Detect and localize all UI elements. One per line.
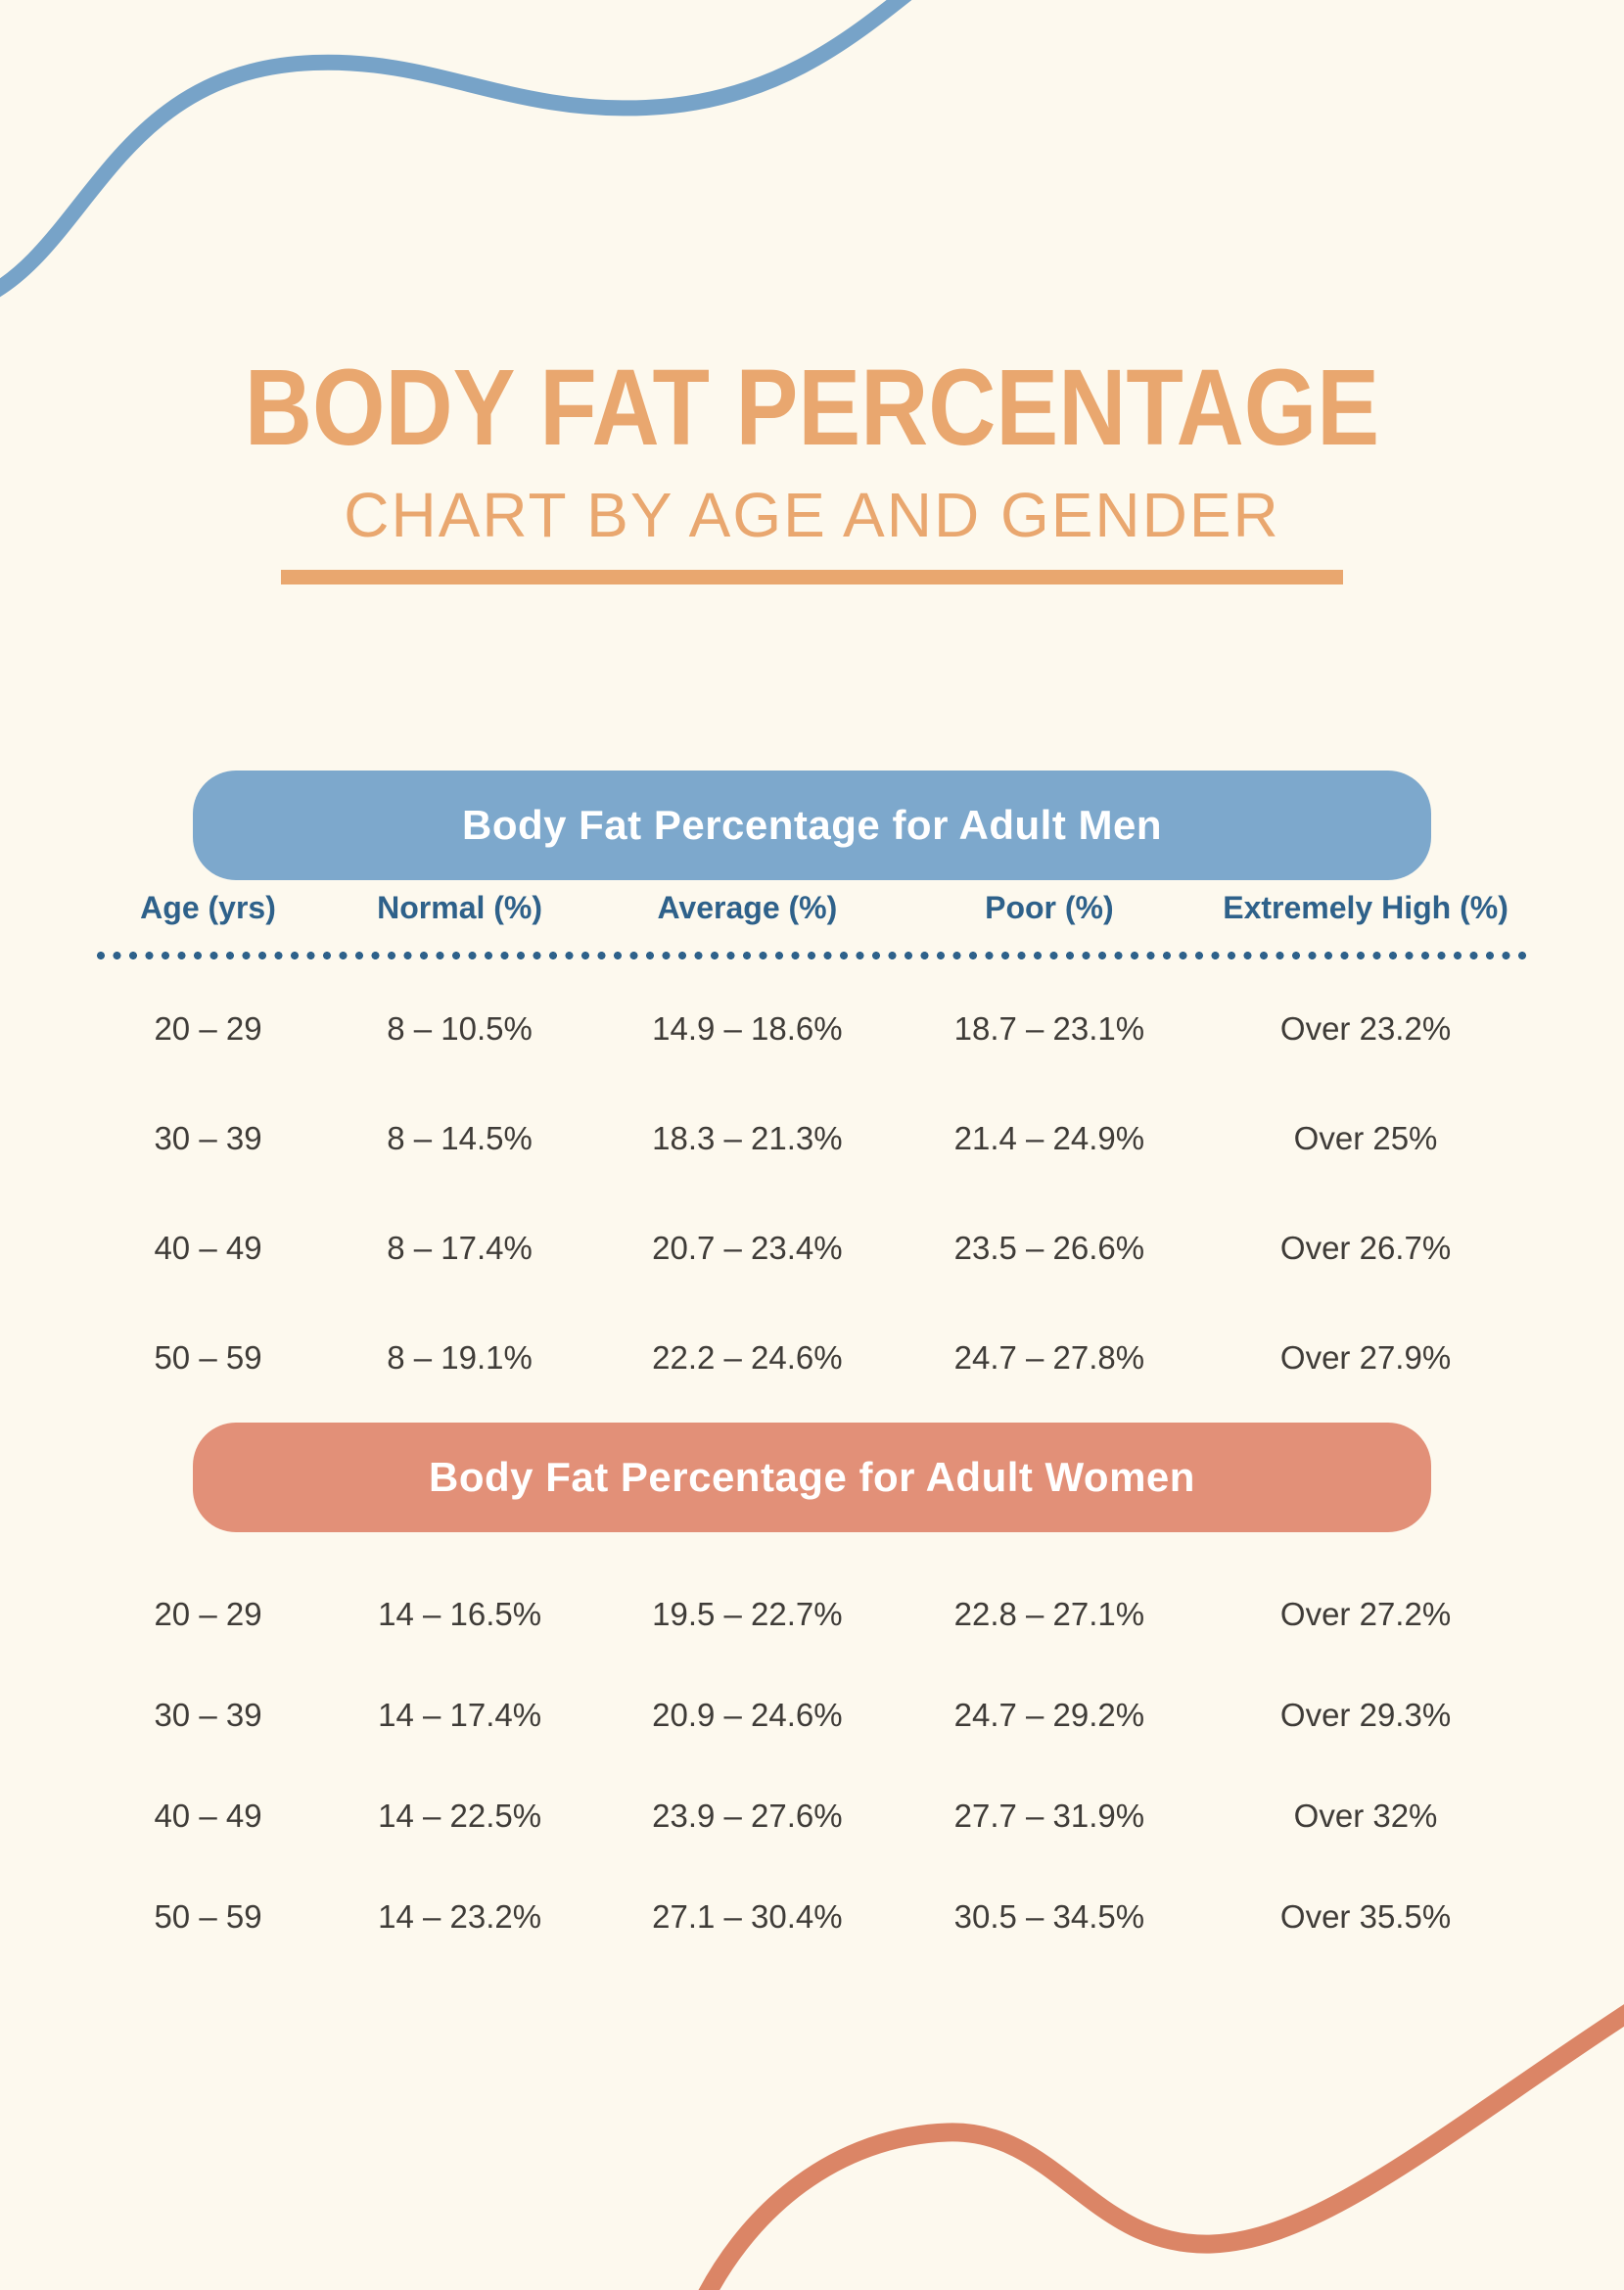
column-header-poor: Poor (%): [985, 889, 1114, 925]
men-table-row: 40 – 49 8 – 17.4% 20.7 – 23.4% 23.5 – 26…: [93, 1227, 1531, 1270]
men-table-row: 30 – 39 8 – 14.5% 18.3 – 21.3% 21.4 – 24…: [93, 1117, 1531, 1160]
page-title: BODY FAT PERCENTAGE: [244, 348, 1380, 468]
table-cell: 22.2 – 24.6%: [652, 1339, 843, 1376]
women-table-row: 40 – 49 14 – 22.5% 23.9 – 27.6% 27.7 – 3…: [93, 1795, 1531, 1838]
table-cell: Over 27.9%: [1279, 1339, 1452, 1376]
men-table-banner-label: Body Fat Percentage for Adult Men: [461, 802, 1163, 848]
table-cell: 50 – 59: [154, 1339, 262, 1376]
table-cell: Over 32%: [1293, 1798, 1438, 1834]
table-cell: 22.8 – 27.1%: [953, 1596, 1145, 1632]
table-cell: 30 – 39: [154, 1697, 262, 1733]
table-cell: 20.7 – 23.4%: [652, 1230, 843, 1266]
column-header-extremely-high: Extremely High (%): [1223, 889, 1508, 925]
men-table-banner: Body Fat Percentage for Adult Men: [193, 771, 1431, 880]
table-cell: 14 – 23.2%: [378, 1898, 542, 1935]
table-cell: 20.9 – 24.6%: [652, 1697, 843, 1733]
table-cell: 24.7 – 29.2%: [953, 1697, 1145, 1733]
table-cell: 30.5 – 34.5%: [953, 1898, 1145, 1935]
table-cell: 19.5 – 22.7%: [652, 1596, 843, 1632]
table-cell: 20 – 29: [154, 1010, 262, 1047]
table-cell: Over 29.3%: [1279, 1697, 1452, 1733]
table-cell: 40 – 49: [154, 1798, 262, 1834]
women-table-banner: Body Fat Percentage for Adult Women: [193, 1423, 1431, 1532]
table-cell: 23.9 – 27.6%: [652, 1798, 843, 1834]
table-cell: 8 – 17.4%: [387, 1230, 533, 1266]
table-cell: 14 – 22.5%: [378, 1798, 542, 1834]
men-table-row: 50 – 59 8 – 19.1% 22.2 – 24.6% 24.7 – 27…: [93, 1336, 1531, 1379]
table-cell: 18.3 – 21.3%: [652, 1120, 843, 1156]
women-table-row: 20 – 29 14 – 16.5% 19.5 – 22.7% 22.8 – 2…: [93, 1593, 1531, 1636]
column-header-average: Average (%): [657, 889, 838, 925]
table-cell: Over 27.2%: [1279, 1596, 1452, 1632]
table-cell: 27.7 – 31.9%: [953, 1798, 1145, 1834]
table-cell: 30 – 39: [154, 1120, 262, 1156]
table-cell: 18.7 – 23.1%: [953, 1010, 1145, 1047]
table-cell: 8 – 10.5%: [387, 1010, 533, 1047]
table-cell: 24.7 – 27.8%: [953, 1339, 1145, 1376]
table-cell: 50 – 59: [154, 1898, 262, 1935]
table-cell: Over 25%: [1293, 1120, 1438, 1156]
column-header-row: Age (yrs) Normal (%) Average (%) Poor (%…: [93, 886, 1531, 929]
women-table-row: 50 – 59 14 – 23.2% 27.1 – 30.4% 30.5 – 3…: [93, 1895, 1531, 1939]
column-header-age: Age (yrs): [140, 889, 276, 925]
table-cell: 8 – 14.5%: [387, 1120, 533, 1156]
table-cell: 20 – 29: [154, 1596, 262, 1632]
table-cell: 14 – 16.5%: [378, 1596, 542, 1632]
women-table-banner-label: Body Fat Percentage for Adult Women: [429, 1454, 1195, 1500]
table-cell: Over 26.7%: [1279, 1230, 1452, 1266]
column-header-normal: Normal (%): [377, 889, 543, 925]
table-cell: 8 – 19.1%: [387, 1339, 533, 1376]
table-cell: 40 – 49: [154, 1230, 262, 1266]
table-cell: 21.4 – 24.9%: [953, 1120, 1145, 1156]
title-underline: [281, 570, 1343, 584]
men-table-row: 20 – 29 8 – 10.5% 14.9 – 18.6% 18.7 – 23…: [93, 1007, 1531, 1051]
dotted-divider: [93, 951, 1531, 960]
table-cell: Over 35.5%: [1279, 1898, 1452, 1935]
table-cell: 14.9 – 18.6%: [652, 1010, 843, 1047]
women-table-row: 30 – 39 14 – 17.4% 20.9 – 24.6% 24.7 – 2…: [93, 1694, 1531, 1737]
table-cell: 27.1 – 30.4%: [652, 1898, 843, 1935]
table-cell: Over 23.2%: [1279, 1010, 1452, 1047]
table-cell: 14 – 17.4%: [378, 1697, 542, 1733]
page-subtitle: CHART BY AGE AND GENDER: [344, 480, 1280, 550]
table-cell: 23.5 – 26.6%: [953, 1230, 1145, 1266]
